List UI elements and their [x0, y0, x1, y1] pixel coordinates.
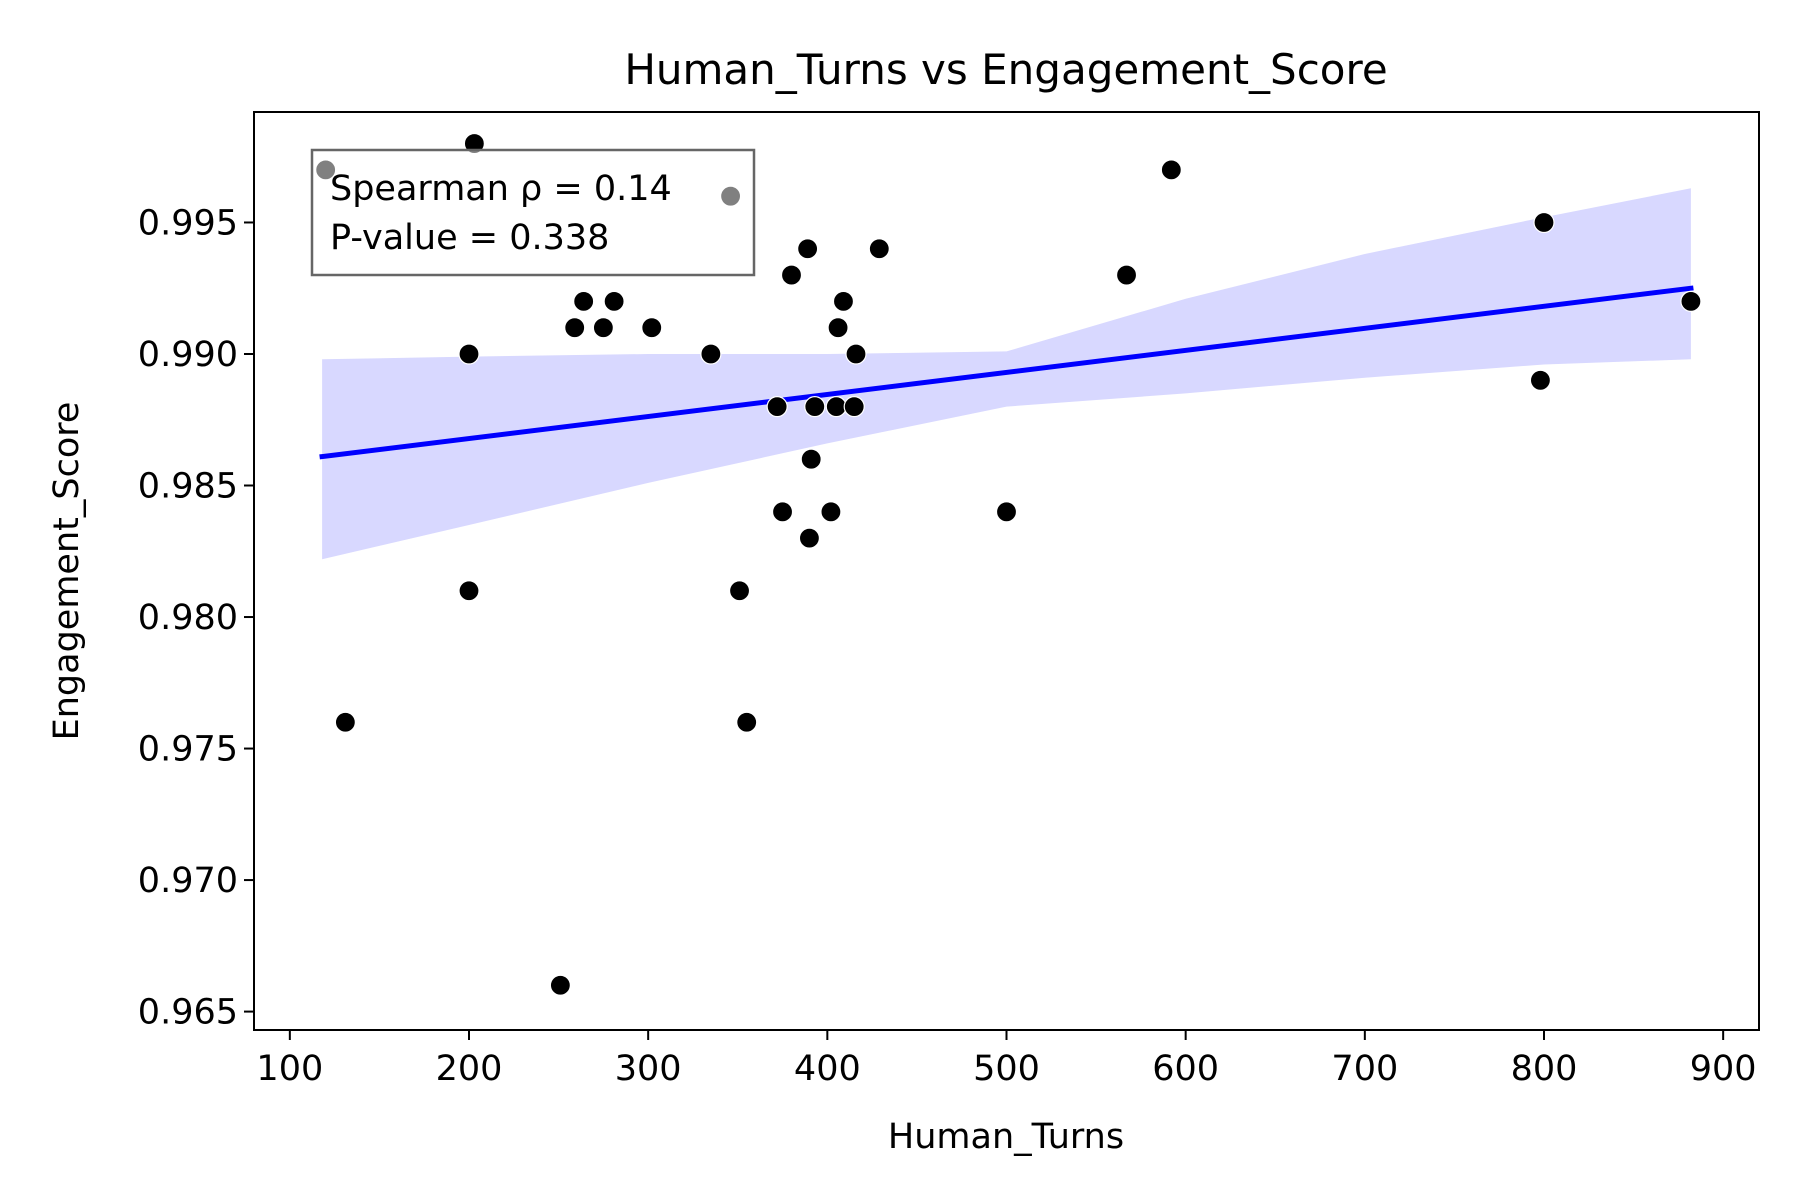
data-point	[820, 501, 842, 523]
y-tick-label: 0.980	[138, 598, 238, 638]
x-tick-label: 100	[256, 1049, 323, 1089]
data-point	[458, 343, 480, 365]
data-point	[868, 238, 890, 260]
x-axis-label: Human_Turns	[888, 1117, 1124, 1157]
data-point	[700, 343, 722, 365]
x-tick-label: 400	[794, 1049, 861, 1089]
data-point	[1529, 369, 1552, 391]
data-point	[845, 343, 867, 365]
data-point	[728, 580, 751, 602]
data-point	[771, 501, 794, 523]
x-tick-label: 700	[1331, 1049, 1398, 1089]
y-tick-label: 0.965	[138, 993, 238, 1033]
data-point	[1115, 264, 1138, 286]
y-axis-label: Engagement_Score	[47, 402, 87, 741]
data-point	[780, 264, 803, 286]
data-point	[1680, 290, 1702, 312]
y-tick-label: 0.970	[138, 861, 238, 901]
data-point	[797, 238, 819, 260]
data-point	[804, 396, 826, 418]
data-point	[843, 396, 865, 418]
stats-box-frame	[310, 148, 756, 277]
x-axis-ticks: 100 200 300 400 500 600 700 800 900	[256, 1030, 1757, 1089]
data-point	[564, 317, 586, 339]
data-point	[334, 711, 356, 733]
y-tick-label: 0.990	[138, 335, 238, 375]
data-point	[800, 448, 822, 470]
data-point	[549, 974, 571, 996]
data-point	[798, 527, 821, 549]
data-point	[1533, 211, 1555, 234]
data-point	[641, 317, 663, 339]
regression-line	[319, 285, 1694, 460]
data-point	[825, 396, 847, 418]
data-point	[1160, 159, 1182, 181]
x-tick-label: 200	[436, 1049, 503, 1089]
regression-line-layer	[319, 285, 1694, 460]
y-axis-ticks: 0.965 0.970 0.975 0.980 0.985 0.990 0.995	[138, 203, 254, 1033]
x-tick-label: 300	[615, 1049, 682, 1089]
chart-title: Human_Turns vs Engagement_Score	[624, 45, 1387, 94]
data-point	[995, 501, 1018, 523]
x-tick-label: 600	[1152, 1049, 1219, 1089]
x-tick-label: 800	[1511, 1049, 1578, 1089]
data-point	[603, 290, 625, 312]
data-point	[827, 317, 849, 339]
data-point	[832, 290, 855, 312]
y-tick-label: 0.995	[138, 203, 238, 243]
y-tick-label: 0.975	[138, 730, 238, 770]
x-tick-label: 900	[1690, 1049, 1757, 1089]
spearman-text: Spearman ρ = 0.14	[330, 169, 672, 209]
data-point	[736, 711, 758, 733]
p-value-text: P-value = 0.338	[330, 218, 609, 258]
x-tick-label: 500	[973, 1049, 1040, 1089]
stats-box: Spearman ρ = 0.14 P-value = 0.338	[310, 148, 756, 277]
data-point	[573, 290, 595, 312]
data-point	[592, 317, 614, 339]
data-point	[766, 396, 788, 418]
data-point	[458, 580, 480, 602]
y-tick-label: 0.985	[138, 467, 238, 507]
